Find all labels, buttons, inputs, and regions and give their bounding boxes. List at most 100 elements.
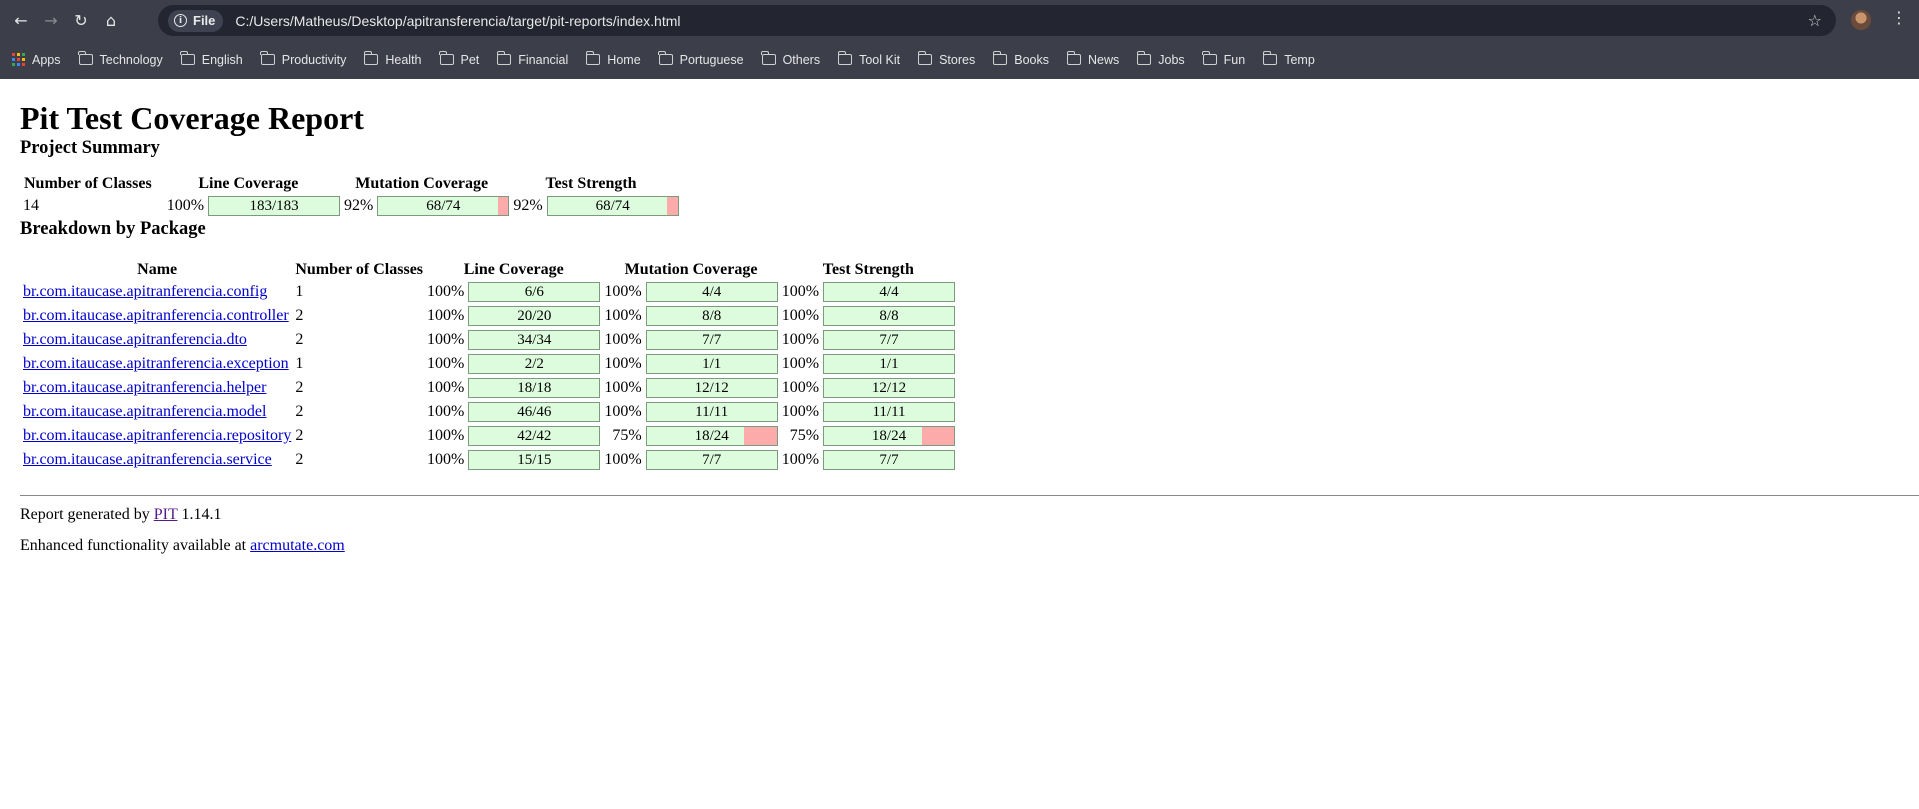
- line-bar: 42/42: [468, 426, 601, 446]
- menu-kebab-icon[interactable]: ⋮: [1891, 8, 1907, 27]
- bookmark-label: Pet: [460, 52, 480, 67]
- bookmark-tool-kit[interactable]: Tool Kit: [837, 51, 900, 67]
- project-summary-heading: Project Summary: [20, 138, 160, 158]
- package-link[interactable]: br.com.itaucase.apitranferencia.exceptio…: [23, 355, 289, 372]
- package-link[interactable]: br.com.itaucase.apitranferencia.service: [23, 451, 272, 468]
- strength-pct: 100%: [781, 403, 820, 420]
- pit-link[interactable]: PIT: [153, 506, 178, 523]
- strength-label: 12/12: [871, 380, 907, 396]
- mutation-label: 1/1: [702, 356, 722, 372]
- url-text[interactable]: C:/Users/Matheus/Desktop/apitransferenci…: [235, 12, 681, 29]
- folder-icon: [761, 51, 776, 65]
- mutation-pct: 75%: [612, 427, 642, 444]
- bookmark-jobs[interactable]: Jobs: [1136, 51, 1185, 67]
- package-classes: 2: [295, 331, 304, 348]
- bookmark-fun[interactable]: Fun: [1202, 51, 1245, 67]
- folder-icon: [585, 51, 601, 65]
- bookmark-productivity[interactable]: Productivity: [260, 51, 347, 67]
- strength-pct: 100%: [781, 355, 820, 372]
- bookmark-books[interactable]: Books: [992, 51, 1049, 67]
- summary-header-line: Line Coverage: [198, 175, 299, 192]
- bookmark-home[interactable]: Home: [585, 51, 641, 67]
- bookmark-pet[interactable]: Pet: [439, 51, 480, 67]
- strength-bar: 8/8: [823, 306, 956, 326]
- package-link[interactable]: br.com.itaucase.apitranferencia.model: [23, 403, 267, 420]
- bookmark-star-icon[interactable]: ☆: [1807, 11, 1822, 30]
- package-classes: 1: [295, 283, 304, 300]
- table-row: br.com.itaucase.apitranferencia.dto 2 100%…: [22, 329, 956, 351]
- strength-label: 8/8: [879, 308, 899, 324]
- line-bar: 6/6: [468, 282, 601, 302]
- package-classes: 2: [295, 451, 304, 468]
- mutation-bar: 8/8: [645, 306, 778, 326]
- package-link[interactable]: br.com.itaucase.apitranferencia.controll…: [23, 307, 289, 324]
- summary-header-mutation: Mutation Coverage: [355, 175, 489, 192]
- bookmark-apps[interactable]: Apps: [12, 53, 61, 67]
- line-label: 20/20: [517, 308, 552, 324]
- browser-chrome: ← → ↻ ⌂ i File C:/Users/Matheus/Desktop/…: [0, 0, 1919, 79]
- forward-arrow-icon[interactable]: →: [44, 10, 58, 30]
- bookmark-label: Health: [385, 52, 422, 67]
- profile-avatar[interactable]: [1851, 10, 1871, 30]
- strength-label: 18/24: [871, 428, 907, 444]
- bookmark-stores[interactable]: Stores: [917, 51, 976, 67]
- bookmark-health[interactable]: Health: [363, 51, 422, 67]
- folder-icon: [1136, 51, 1152, 65]
- mutation-bar: 7/7: [645, 450, 778, 470]
- package-classes: 2: [295, 307, 304, 324]
- site-info-chip[interactable]: i File: [168, 9, 224, 32]
- package-link[interactable]: br.com.itaucase.apitranferencia.dto: [23, 331, 247, 348]
- package-link[interactable]: br.com.itaucase.apitranferencia.config: [23, 283, 268, 300]
- reload-icon[interactable]: ↻: [74, 10, 88, 30]
- mutation-pct: 100%: [604, 307, 642, 324]
- site-chip-label: File: [193, 13, 216, 28]
- mutation-pct: 100%: [604, 451, 642, 468]
- bookmark-label: Technology: [99, 52, 163, 67]
- folder-icon: [658, 51, 673, 65]
- bookmark-portuguese[interactable]: Portuguese: [658, 51, 744, 67]
- home-icon[interactable]: ⌂: [105, 10, 117, 30]
- breakdown-heading: Breakdown by Package: [20, 219, 206, 239]
- line-label: 6/6: [524, 284, 544, 300]
- summary-mutation-pct: 92%: [344, 197, 374, 214]
- mutation-bar: 4/4: [645, 282, 778, 302]
- report-generated-line: Report generated by PIT 1.14.1: [20, 506, 1899, 524]
- folder-icon: [1262, 51, 1278, 65]
- line-bar: 20/20: [468, 306, 601, 326]
- bookmark-label: Jobs: [1158, 52, 1185, 67]
- bookmark-label: Productivity: [281, 52, 347, 67]
- summary-row: 14 100% 183/183 92% 68/74 92% 68/74: [22, 195, 680, 217]
- line-pct: 100%: [427, 427, 465, 444]
- apps-grid-icon: [12, 53, 25, 66]
- folder-icon: [180, 51, 195, 65]
- strength-pct: 100%: [781, 307, 820, 324]
- bookmark-news[interactable]: News: [1066, 51, 1119, 67]
- folder-icon: [78, 51, 93, 65]
- bookmark-others[interactable]: Others: [761, 51, 820, 67]
- bookmark-temp[interactable]: Temp: [1262, 51, 1315, 67]
- mutation-label: 7/7: [702, 332, 722, 348]
- table-row: br.com.itaucase.apitranferencia.helper 2 1…: [22, 377, 956, 399]
- bookmark-label: Temp: [1284, 52, 1315, 67]
- strength-bar: 1/1: [823, 354, 956, 374]
- arcmutate-link[interactable]: arcmutate.com: [250, 537, 345, 554]
- mutation-bar: 11/11: [645, 402, 778, 422]
- bookmark-financial[interactable]: Financial: [496, 51, 569, 67]
- table-row: br.com.itaucase.apitranferencia.config 1 1…: [22, 281, 956, 303]
- package-classes: 2: [295, 379, 304, 396]
- bookmarks-bar: Apps Technology English Productivity Health P…: [0, 40, 1919, 79]
- package-link[interactable]: br.com.itaucase.apitranferencia.helper: [23, 379, 267, 396]
- bookmark-label: Financial: [518, 52, 569, 67]
- bookmark-english[interactable]: English: [180, 51, 243, 67]
- summary-strength-pct: 92%: [513, 197, 543, 214]
- bookmark-label: Home: [607, 52, 641, 67]
- bookmark-technology[interactable]: Technology: [78, 51, 163, 67]
- line-bar: 18/18: [468, 378, 601, 398]
- bookmark-label: Stores: [939, 52, 976, 67]
- package-link[interactable]: br.com.itaucase.apitranferencia.reposito…: [23, 427, 292, 444]
- address-bar[interactable]: i File C:/Users/Matheus/Desktop/apitrans…: [158, 5, 1836, 36]
- mutation-bar: 18/24: [645, 426, 778, 446]
- folder-icon: [363, 51, 379, 65]
- back-arrow-icon[interactable]: ←: [14, 10, 28, 30]
- pit-version: 1.14.1: [177, 506, 222, 523]
